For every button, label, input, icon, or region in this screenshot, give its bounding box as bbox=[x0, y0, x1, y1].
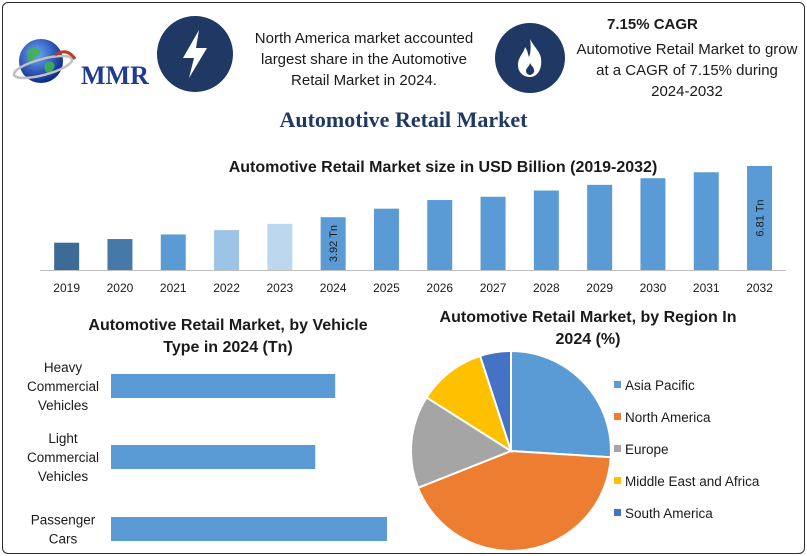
slice-north-america bbox=[416, 449, 612, 552]
x-tick-label: 2032 bbox=[746, 281, 773, 295]
cagr-title: 7.15% CAGR bbox=[607, 16, 698, 33]
x-tick-label: 2027 bbox=[480, 281, 507, 295]
vehicle-type-chart-title: Automotive Retail Market, by Vehicle Typ… bbox=[88, 317, 368, 356]
legend-label: Europe bbox=[625, 442, 669, 457]
region-pie-chart: Asia Pacific North America Europe Middle Ea… bbox=[410, 349, 760, 552]
data-label-2032: 6.81 Tn bbox=[755, 199, 767, 236]
x-tick-label: 2025 bbox=[373, 281, 400, 295]
x-tick-label: 2020 bbox=[107, 281, 134, 295]
x-tick-label: 2028 bbox=[533, 281, 560, 295]
mmr-logo: MMR bbox=[11, 33, 151, 95]
slice-middle-east-and-africa bbox=[425, 354, 513, 454]
bar-2024 bbox=[320, 217, 346, 270]
market-size-chart-title: Automotive Retail Market size in USD Bil… bbox=[228, 159, 658, 176]
slice-south-america bbox=[478, 349, 512, 452]
market-size-bar-chart: 2019 2020 2021 2022 2023 2024 3.92 Tn 2025 2026 2… bbox=[40, 166, 787, 295]
legend-swatch bbox=[614, 445, 621, 452]
data-label-2024: 3.92 Tn bbox=[328, 225, 340, 262]
bar-2031 bbox=[693, 172, 719, 270]
legend-swatch bbox=[614, 381, 621, 388]
category-label: Light Commercial Vehicles bbox=[27, 431, 99, 484]
slice-asia-pacific bbox=[510, 349, 612, 459]
bar-2022 bbox=[214, 230, 240, 270]
bar-passenger-cars bbox=[111, 517, 387, 541]
bar-2030 bbox=[640, 178, 666, 270]
legend-label: Asia Pacific bbox=[625, 378, 695, 393]
x-tick-label: 2031 bbox=[693, 281, 720, 295]
bar-2019 bbox=[54, 242, 80, 270]
legend-swatch bbox=[614, 413, 621, 420]
lightning-badge bbox=[157, 16, 233, 92]
legend-label: North America bbox=[625, 410, 711, 425]
x-tick-label: 2026 bbox=[426, 281, 453, 295]
region-chart-title: Automotive Retail Market, by Region In 2… bbox=[439, 309, 737, 348]
x-tick-label: 2023 bbox=[266, 281, 293, 295]
x-tick-label: 2024 bbox=[320, 281, 347, 295]
category-label: Heavy Commercial Vehicles bbox=[27, 360, 99, 413]
legend-swatch bbox=[614, 477, 621, 484]
globe-icon bbox=[12, 39, 77, 83]
category-label: Passenger Cars bbox=[31, 513, 96, 547]
slice-europe bbox=[410, 396, 514, 490]
x-tick-label: 2021 bbox=[160, 281, 187, 295]
flame-icon bbox=[518, 39, 542, 77]
main-title: Automotive Retail Market bbox=[279, 107, 528, 132]
x-tick-label: 2029 bbox=[586, 281, 613, 295]
bar-2021 bbox=[160, 234, 186, 270]
bar-2027 bbox=[480, 196, 506, 270]
share-info-text: North America market accounted largest s… bbox=[254, 30, 474, 89]
legend-label: Middle East and Africa bbox=[625, 474, 760, 489]
bar-heavy-commercial-vehicles bbox=[111, 374, 336, 398]
bar-light-commercial-vehicles bbox=[111, 445, 316, 469]
bar-2029 bbox=[587, 184, 613, 270]
bar-2032 bbox=[747, 166, 773, 270]
vehicle-type-bar-chart: Heavy Commercial Vehicles Light Commercial Ve… bbox=[27, 360, 387, 547]
bar-2028 bbox=[533, 190, 559, 270]
bar-2023 bbox=[267, 223, 293, 270]
logo-text: MMR bbox=[81, 61, 149, 90]
x-tick-label: 2019 bbox=[53, 281, 80, 295]
x-tick-label: 2030 bbox=[640, 281, 667, 295]
x-tick-label: 2022 bbox=[213, 281, 240, 295]
legend-label: South America bbox=[625, 506, 713, 521]
lightning-bolt-icon bbox=[183, 30, 207, 78]
bar-2020 bbox=[107, 239, 133, 270]
bar-2026 bbox=[427, 200, 453, 270]
cagr-text: Automotive Retail Market to grow at a CA… bbox=[576, 41, 798, 100]
legend-swatch bbox=[614, 509, 621, 516]
bar-2025 bbox=[373, 208, 399, 270]
flame-badge bbox=[495, 23, 565, 93]
